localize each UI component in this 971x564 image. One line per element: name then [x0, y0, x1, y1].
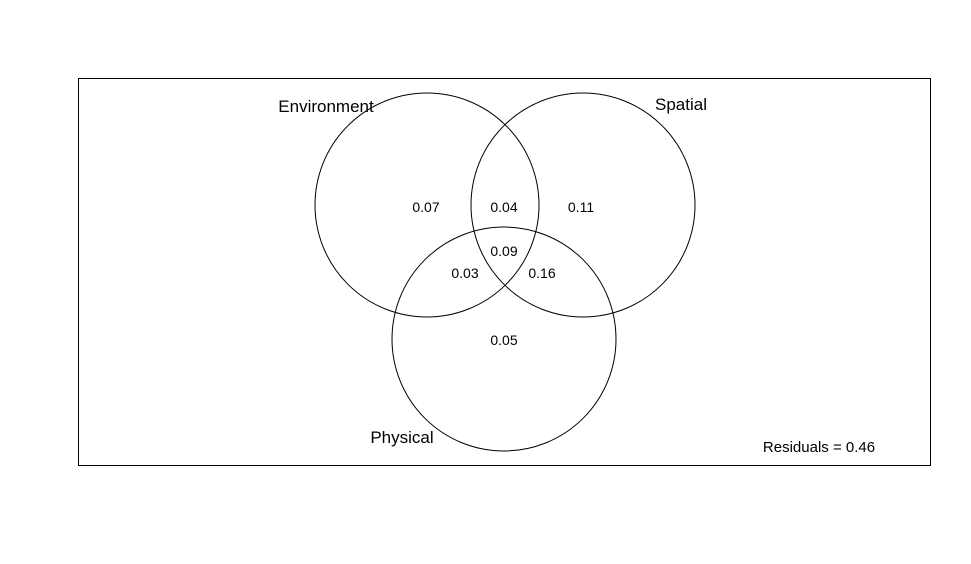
spatial-circle: [470, 92, 696, 318]
physical-only-fraction: 0.05: [490, 332, 517, 348]
physical-label: Physical: [370, 428, 433, 447]
physical-circle: [391, 226, 617, 452]
plot-frame: [78, 78, 931, 466]
environment-spatial-fraction: 0.04: [490, 199, 517, 215]
environment-label: Environment: [278, 97, 374, 116]
spatial-physical-fraction: 0.16: [528, 265, 555, 281]
all-three-fraction: 0.09: [490, 243, 517, 259]
environment-physical-fraction: 0.03: [451, 265, 478, 281]
residuals-label: Residuals = 0.46: [763, 439, 875, 456]
spatial-label: Spatial: [655, 95, 707, 114]
environment-only-fraction: 0.07: [412, 199, 439, 215]
spatial-only-fraction: 0.11: [568, 199, 594, 215]
environment-circle: [314, 92, 540, 318]
